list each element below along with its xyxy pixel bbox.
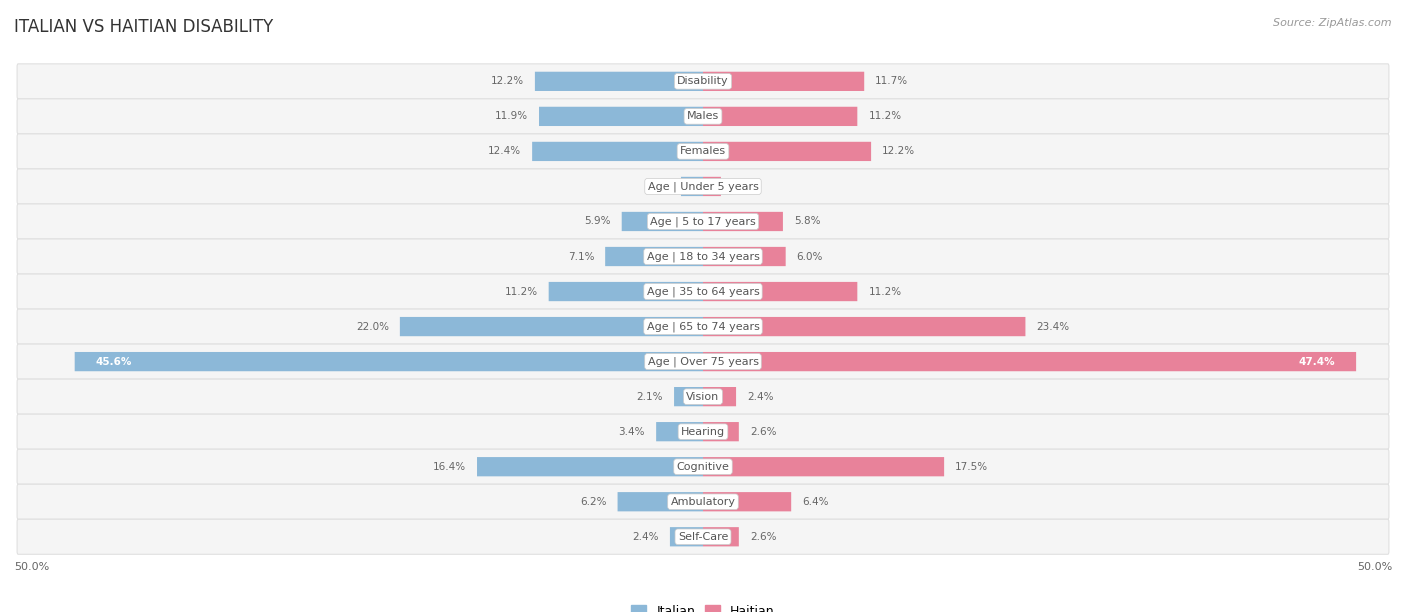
Text: 7.1%: 7.1% [568,252,595,261]
FancyBboxPatch shape [681,177,703,196]
FancyBboxPatch shape [17,519,1389,554]
FancyBboxPatch shape [703,106,858,126]
Text: 11.2%: 11.2% [869,286,901,297]
Text: 12.4%: 12.4% [488,146,522,157]
Text: 11.9%: 11.9% [495,111,529,121]
FancyBboxPatch shape [657,422,703,441]
Text: 11.2%: 11.2% [505,286,537,297]
Text: Source: ZipAtlas.com: Source: ZipAtlas.com [1274,18,1392,28]
FancyBboxPatch shape [673,387,703,406]
Text: 50.0%: 50.0% [14,562,49,572]
Text: 5.8%: 5.8% [794,217,821,226]
FancyBboxPatch shape [17,414,1389,449]
FancyBboxPatch shape [17,274,1389,309]
Text: 11.7%: 11.7% [875,76,908,86]
FancyBboxPatch shape [17,449,1389,484]
Text: 47.4%: 47.4% [1299,357,1336,367]
FancyBboxPatch shape [669,527,703,547]
Text: 23.4%: 23.4% [1036,321,1070,332]
Text: Age | Under 5 years: Age | Under 5 years [648,181,758,192]
Legend: Italian, Haitian: Italian, Haitian [626,600,780,612]
Text: Disability: Disability [678,76,728,86]
Text: Males: Males [688,111,718,121]
Text: Females: Females [681,146,725,157]
Text: 1.3%: 1.3% [733,181,758,192]
FancyBboxPatch shape [617,492,703,512]
FancyBboxPatch shape [621,212,703,231]
FancyBboxPatch shape [17,239,1389,274]
Text: 12.2%: 12.2% [491,76,524,86]
FancyBboxPatch shape [17,204,1389,239]
Text: 6.4%: 6.4% [803,497,828,507]
Text: Age | 18 to 34 years: Age | 18 to 34 years [647,252,759,262]
FancyBboxPatch shape [531,142,703,161]
FancyBboxPatch shape [703,422,738,441]
Text: 12.2%: 12.2% [882,146,915,157]
FancyBboxPatch shape [534,72,703,91]
Text: 6.2%: 6.2% [581,497,606,507]
FancyBboxPatch shape [538,106,703,126]
Text: Age | 5 to 17 years: Age | 5 to 17 years [650,216,756,226]
Text: 2.6%: 2.6% [749,427,776,437]
Text: 16.4%: 16.4% [433,461,465,472]
FancyBboxPatch shape [17,169,1389,204]
Text: Cognitive: Cognitive [676,461,730,472]
FancyBboxPatch shape [703,317,1025,336]
Text: 2.4%: 2.4% [747,392,773,401]
FancyBboxPatch shape [17,64,1389,99]
FancyBboxPatch shape [17,309,1389,344]
FancyBboxPatch shape [703,352,1357,371]
FancyBboxPatch shape [17,379,1389,414]
FancyBboxPatch shape [399,317,703,336]
FancyBboxPatch shape [703,72,865,91]
FancyBboxPatch shape [477,457,703,476]
FancyBboxPatch shape [703,142,872,161]
FancyBboxPatch shape [17,344,1389,379]
FancyBboxPatch shape [703,492,792,512]
Text: Age | 65 to 74 years: Age | 65 to 74 years [647,321,759,332]
Text: 17.5%: 17.5% [955,461,988,472]
FancyBboxPatch shape [703,282,858,301]
FancyBboxPatch shape [703,177,721,196]
Text: Self-Care: Self-Care [678,532,728,542]
Text: 11.2%: 11.2% [869,111,901,121]
FancyBboxPatch shape [17,134,1389,169]
Text: Vision: Vision [686,392,720,401]
Text: Ambulatory: Ambulatory [671,497,735,507]
FancyBboxPatch shape [548,282,703,301]
Text: 2.6%: 2.6% [749,532,776,542]
FancyBboxPatch shape [17,99,1389,134]
Text: Age | Over 75 years: Age | Over 75 years [648,356,758,367]
FancyBboxPatch shape [75,352,703,371]
FancyBboxPatch shape [703,457,945,476]
Text: 2.4%: 2.4% [633,532,659,542]
Text: 50.0%: 50.0% [1357,562,1392,572]
FancyBboxPatch shape [605,247,703,266]
Text: 45.6%: 45.6% [96,357,132,367]
Text: Hearing: Hearing [681,427,725,437]
FancyBboxPatch shape [703,247,786,266]
Text: 6.0%: 6.0% [797,252,823,261]
Text: Age | 35 to 64 years: Age | 35 to 64 years [647,286,759,297]
FancyBboxPatch shape [703,527,738,547]
Text: 5.9%: 5.9% [583,217,610,226]
Text: 22.0%: 22.0% [356,321,389,332]
Text: 1.6%: 1.6% [644,181,669,192]
FancyBboxPatch shape [17,484,1389,519]
Text: 3.4%: 3.4% [619,427,645,437]
Text: 2.1%: 2.1% [637,392,664,401]
FancyBboxPatch shape [703,387,737,406]
Text: ITALIAN VS HAITIAN DISABILITY: ITALIAN VS HAITIAN DISABILITY [14,18,273,36]
FancyBboxPatch shape [703,212,783,231]
